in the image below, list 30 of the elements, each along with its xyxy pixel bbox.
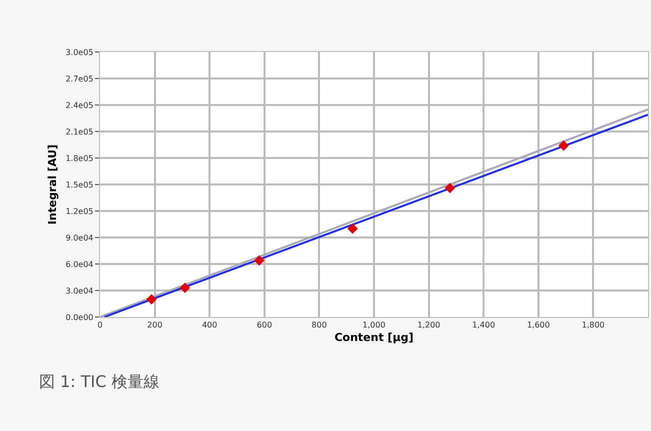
point [444, 182, 456, 194]
x-tick-label: 600 [256, 320, 272, 330]
y-tick-label: 2.1e05 [66, 127, 94, 136]
y-tick-label: 2.4e05 [66, 100, 94, 110]
y-tick-label: 2.7e05 [66, 74, 94, 84]
y-axis-title: Integral [AU] [46, 144, 60, 225]
y-tick-label: 6.0e04 [66, 260, 94, 269]
x-tick-label: 800 [312, 320, 327, 330]
y-tick-label: 1.8e05 [66, 154, 94, 163]
y-tick-label: 3.0e05 [66, 48, 94, 57]
y-tick-label: 3.0e04 [66, 286, 94, 296]
point [146, 294, 157, 305]
x-tick-label: 1,600 [526, 320, 550, 330]
point [558, 140, 569, 151]
y-tick-label: 1.5e05 [66, 180, 94, 190]
x-tick-label: 1,200 [417, 320, 440, 330]
y-tick-label: 0.0e00 [66, 312, 94, 322]
x-axis-title: Content [µg] [334, 330, 414, 344]
x-tick-label: 400 [202, 320, 218, 330]
point [254, 255, 264, 266]
point [347, 223, 358, 234]
y-tick-label: 1.2e05 [66, 206, 94, 216]
x-tick-label: 1,800 [582, 320, 605, 330]
caption: 図 1: TIC 検量線 [39, 372, 160, 391]
x-tick-label: 200 [147, 320, 162, 330]
x-tick-label: 1,000 [362, 320, 386, 330]
point [180, 282, 190, 294]
x-tick-label: 0 [97, 320, 103, 330]
x-tick-label: 1,400 [472, 320, 496, 330]
y-tick-label: 9.0e04 [66, 233, 94, 242]
